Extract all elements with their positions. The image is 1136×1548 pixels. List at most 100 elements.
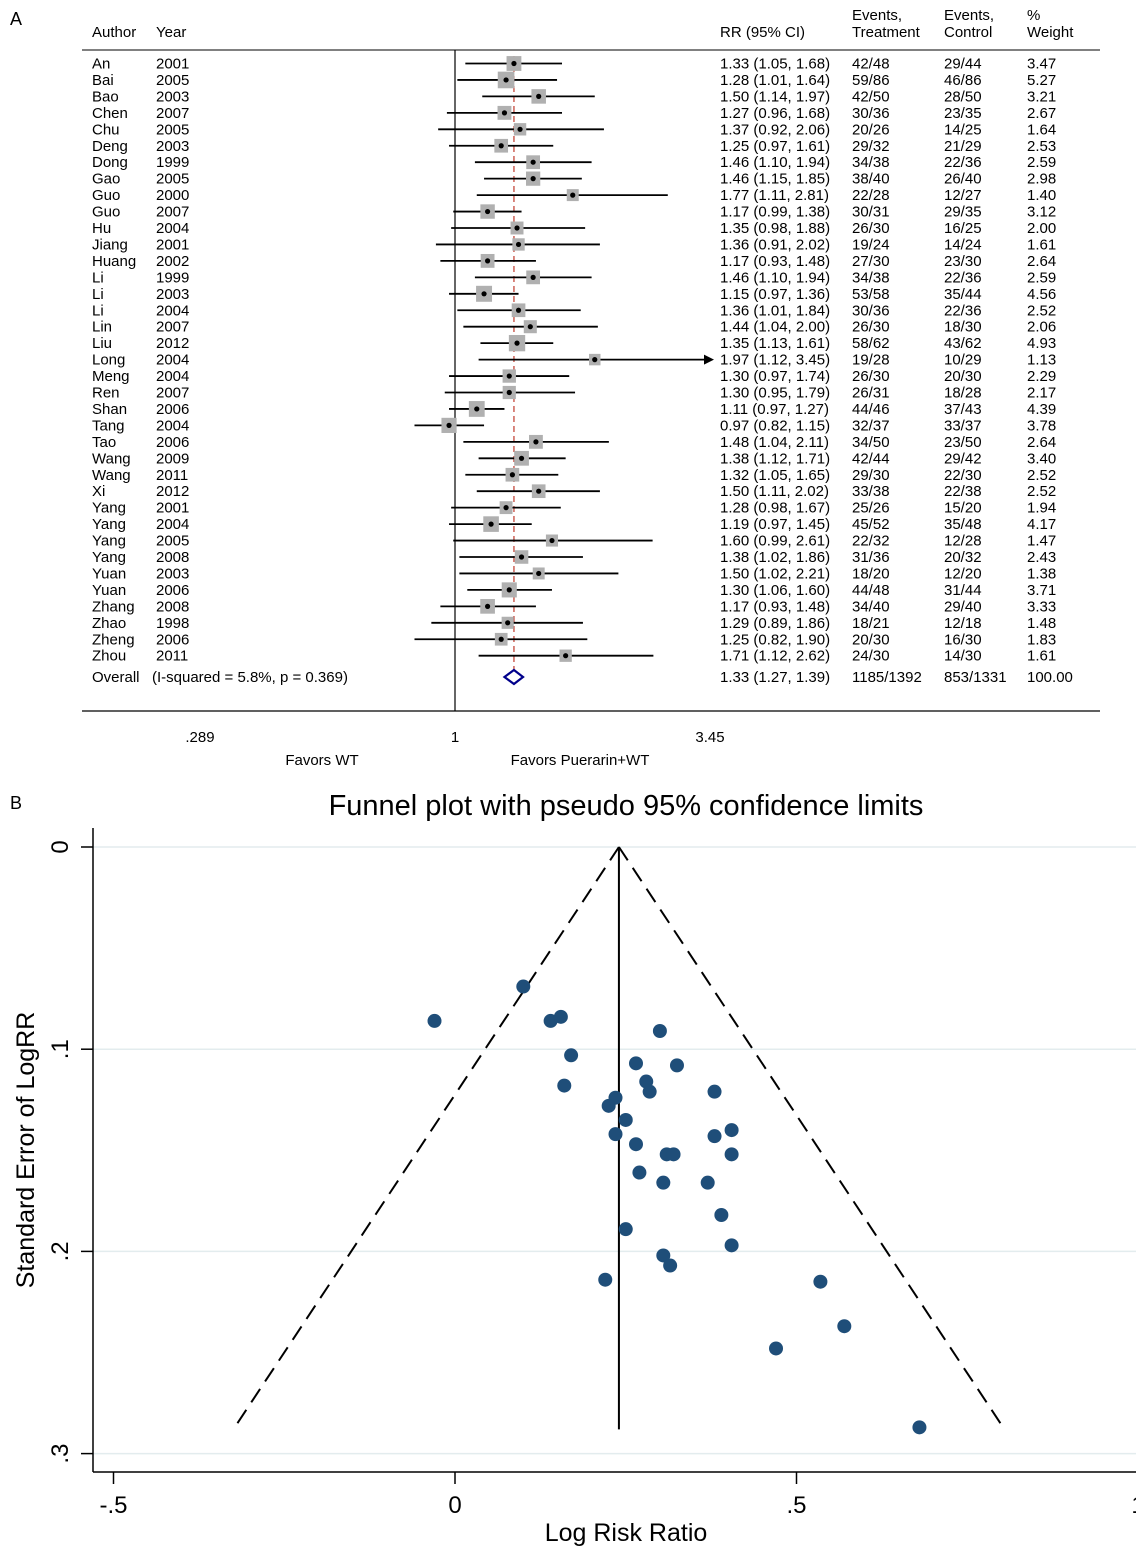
header-events-treatment-1: Events, xyxy=(852,7,902,24)
study-events-treatment: 30/36 xyxy=(852,105,890,122)
header-rr: RR (95% CI) xyxy=(720,24,805,41)
forest-plot: A Author Year RR (95% CI) Events, Treatm… xyxy=(10,7,1100,769)
study-author: Gao xyxy=(92,171,120,188)
study-events-control: 22/30 xyxy=(944,467,982,484)
study-row: Liu 2012 1.35 (1.13, 1.61) 58/62 43/62 4.93 xyxy=(92,334,1056,352)
funnel-point xyxy=(427,1013,442,1028)
point-estimate xyxy=(536,488,542,494)
point-estimate xyxy=(503,77,509,83)
study-weight: 4.39 xyxy=(1027,401,1056,418)
funnel-point xyxy=(656,1248,671,1263)
ci-arrow xyxy=(704,354,714,365)
study-weight: 2.52 xyxy=(1027,467,1056,484)
study-events-treatment: 58/62 xyxy=(852,335,890,352)
study-author: Guo xyxy=(92,204,120,221)
study-author: Li xyxy=(92,302,104,319)
study-events-treatment: 34/38 xyxy=(852,154,890,171)
study-row: Guo 2000 1.77 (1.11, 2.81) 22/28 12/27 1.40 xyxy=(92,187,1056,204)
favors-puerarin-label: Favors Puerarin+WT xyxy=(511,752,650,769)
funnel-point xyxy=(564,1048,579,1063)
study-weight: 5.27 xyxy=(1027,72,1056,89)
study-row: Long 2004 1.97 (1.12, 3.45) 19/28 10/29 1.13 xyxy=(92,352,1056,369)
x-tick-label: 1 xyxy=(1131,1492,1136,1519)
study-rr-ci: 1.27 (0.96, 1.68) xyxy=(720,105,830,122)
favors-wt-label: Favors WT xyxy=(285,752,358,769)
study-author: Yuan xyxy=(92,565,126,582)
study-author: Yang xyxy=(92,533,126,550)
study-events-treatment: 24/30 xyxy=(852,648,890,665)
study-rr-ci: 1.33 (1.05, 1.68) xyxy=(720,56,830,73)
study-weight: 1.13 xyxy=(1027,352,1056,369)
study-author: Guo xyxy=(92,187,120,204)
study-events-treatment: 34/50 xyxy=(852,434,890,451)
funnel-point xyxy=(663,1258,678,1273)
study-row: Lin 2007 1.44 (1.04, 2.00) 26/30 18/30 2.06 xyxy=(92,319,1056,336)
study-rr-ci: 1.17 (0.93, 1.48) xyxy=(720,253,830,270)
study-weight: 3.12 xyxy=(1027,204,1056,221)
study-events-control: 23/50 xyxy=(944,434,982,451)
study-weight: 2.52 xyxy=(1027,302,1056,319)
x-tick-label-high: 3.45 xyxy=(695,729,724,746)
header-events-control-2: Control xyxy=(944,24,992,41)
study-year: 2006 xyxy=(156,582,189,599)
study-events-treatment: 31/36 xyxy=(852,549,890,566)
x-tick-label: -.5 xyxy=(99,1492,127,1519)
funnel-point xyxy=(628,1056,643,1071)
study-rr-ci: 1.38 (1.02, 1.86) xyxy=(720,549,830,566)
study-events-treatment: 44/46 xyxy=(852,401,890,418)
study-author: Yuan xyxy=(92,582,126,599)
study-events-control: 12/18 xyxy=(944,615,982,632)
study-weight: 3.40 xyxy=(1027,450,1056,467)
funnel-point xyxy=(652,1024,667,1039)
study-year: 2006 xyxy=(156,434,189,451)
study-events-control: 35/48 xyxy=(944,516,982,533)
funnel-point xyxy=(628,1137,643,1152)
study-row: Chu 2005 1.37 (0.92, 2.06) 20/26 14/25 1.64 xyxy=(92,121,1056,138)
study-events-treatment: 42/44 xyxy=(852,450,890,467)
study-events-treatment: 42/48 xyxy=(852,56,890,73)
study-year: 2012 xyxy=(156,335,189,352)
study-weight: 2.59 xyxy=(1027,269,1056,286)
point-estimate xyxy=(518,554,525,560)
point-estimate xyxy=(570,192,576,198)
study-author: Liu xyxy=(92,335,112,352)
overall-weight: 100.00 xyxy=(1027,669,1073,686)
study-author: Yang xyxy=(92,549,126,566)
funnel-x-axis-label: Log Risk Ratio xyxy=(545,1519,708,1547)
study-events-control: 29/44 xyxy=(944,56,982,73)
point-estimate xyxy=(446,422,452,428)
study-events-control: 22/36 xyxy=(944,302,982,319)
study-year: 2006 xyxy=(156,631,189,648)
study-rr-ci: 1.32 (1.05, 1.65) xyxy=(720,467,830,484)
study-year: 2008 xyxy=(156,549,189,566)
funnel-point xyxy=(608,1127,623,1142)
study-year: 2002 xyxy=(156,253,189,270)
study-year: 2004 xyxy=(156,516,189,533)
study-events-treatment: 25/26 xyxy=(852,500,890,517)
study-events-control: 15/20 xyxy=(944,500,982,517)
study-events-treatment: 34/38 xyxy=(852,269,890,286)
study-year: 2004 xyxy=(156,302,189,319)
overall-events-control: 853/1331 xyxy=(944,669,1007,686)
point-estimate xyxy=(474,406,480,412)
overall-events-treatment: 1185/1392 xyxy=(852,669,922,686)
study-events-treatment: 44/48 xyxy=(852,582,890,599)
study-author: Huang xyxy=(92,253,136,270)
study-row: Tang 2004 0.97 (0.82, 1.15) 32/37 33/37 3.78 xyxy=(92,417,1056,434)
study-weight: 2.59 xyxy=(1027,154,1056,171)
study-rr-ci: 1.17 (0.93, 1.48) xyxy=(720,598,830,615)
point-estimate xyxy=(549,537,555,544)
study-events-treatment: 18/21 xyxy=(852,615,890,632)
point-estimate xyxy=(514,340,520,346)
study-rr-ci: 1.11 (0.97, 1.27) xyxy=(720,401,829,418)
study-author: Jiang xyxy=(92,236,128,253)
study-year: 2001 xyxy=(156,500,189,517)
study-author: Zhou xyxy=(92,648,126,665)
study-rr-ci: 1.50 (1.14, 1.97) xyxy=(720,88,830,105)
study-rr-ci: 1.46 (1.10, 1.94) xyxy=(720,269,830,286)
study-author: Li xyxy=(92,269,104,286)
funnel-plot: B Funnel plot with pseudo 95% confidence… xyxy=(10,790,1136,1547)
header-events-treatment-2: Treatment xyxy=(852,24,921,41)
study-weight: 1.48 xyxy=(1027,615,1056,632)
study-year: 2003 xyxy=(156,88,189,105)
